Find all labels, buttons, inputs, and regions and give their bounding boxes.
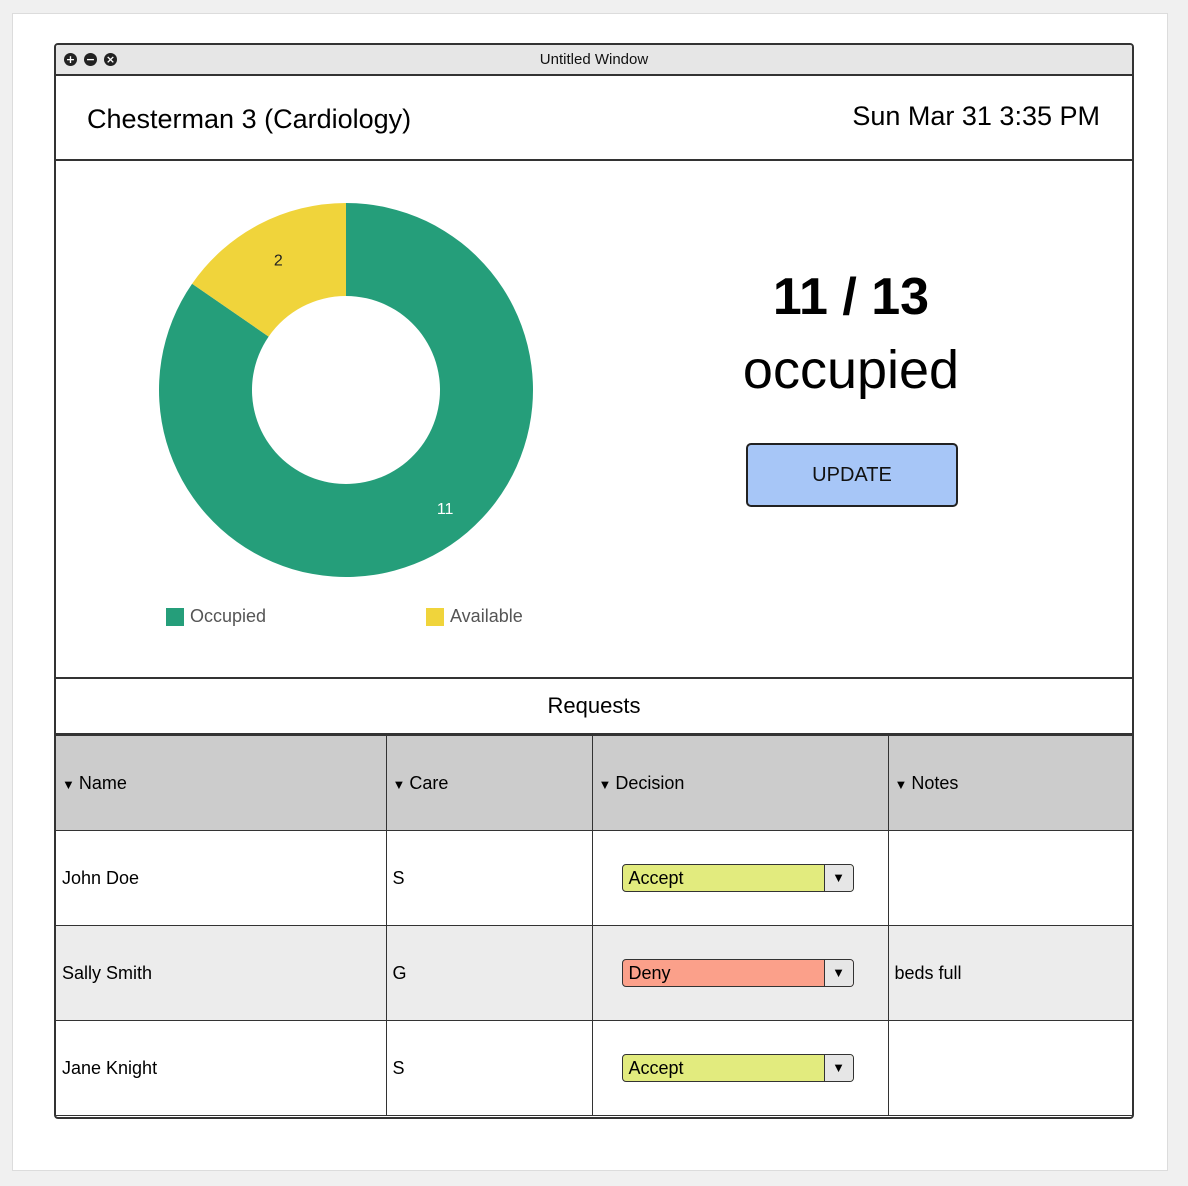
decision-value: Accept — [628, 868, 684, 888]
cell-care: S — [385, 1020, 593, 1116]
decision-value: Deny — [628, 963, 671, 983]
app-window: + − × Untitled Window Chesterman 3 (Card… — [54, 43, 1134, 1119]
close-icon[interactable]: × — [104, 53, 117, 66]
table-header-row: ▼ Name ▼ Care ▼ Decision ▼ Notes — [56, 735, 1132, 831]
column-header-name[interactable]: ▼ Name — [56, 735, 387, 831]
decision-value: Accept — [628, 1058, 684, 1078]
legend-available-label: Available — [450, 606, 523, 626]
cell-decision: Accept ▼ — [591, 830, 889, 926]
decision-select[interactable]: Deny ▼ — [621, 959, 854, 987]
occupancy-count: 11 / 13 — [772, 268, 930, 326]
cell-care: G — [385, 925, 593, 1021]
occupancy-label: occupied — [742, 340, 960, 400]
sort-caret-icon: ▼ — [894, 776, 908, 792]
sort-caret-icon: ▼ — [598, 776, 612, 792]
window-title: Untitled Window — [539, 51, 649, 68]
table-row: Sally Smith G Deny ▼ beds full — [56, 925, 1132, 1021]
decision-select[interactable]: Accept ▼ — [621, 864, 854, 892]
occupancy-section: 11 2 Occupied Available 11 / 13 occupied … — [56, 161, 1132, 677]
sort-caret-icon: ▼ — [62, 776, 75, 792]
cell-care: S — [385, 830, 593, 926]
title-bar: + − × Untitled Window — [56, 45, 1132, 76]
data-label-occupied: 11 — [437, 501, 454, 518]
requests-table: ▼ Name ▼ Care ▼ Decision ▼ Notes John Doe S … — [56, 735, 1132, 1116]
table-row: John Doe S Accept ▼ — [56, 830, 1132, 926]
table-row: Jane Knight S Accept ▼ — [56, 1020, 1132, 1116]
dropdown-arrow-icon[interactable]: ▼ — [823, 1055, 853, 1081]
slice-occupied — [159, 203, 533, 577]
dropdown-arrow-icon[interactable]: ▼ — [823, 865, 853, 891]
cell-notes[interactable] — [887, 830, 1132, 926]
occupancy-donut-chart: 11 2 — [159, 203, 533, 577]
decision-select[interactable]: Accept ▼ — [621, 1054, 854, 1082]
legend-available: Available — [426, 606, 523, 627]
legend-occupied-swatch — [166, 607, 184, 626]
cell-notes[interactable] — [887, 1020, 1132, 1116]
update-button[interactable]: UPDATE — [746, 443, 958, 507]
column-header-care[interactable]: ▼ Care — [385, 735, 593, 831]
column-header-decision[interactable]: ▼ Decision — [591, 735, 889, 831]
ward-title: Chesterman 3 (Cardiology) — [87, 104, 412, 134]
cell-name: John Doe — [56, 830, 387, 926]
current-datetime: Sun Mar 31 3:35 PM — [852, 101, 1100, 131]
cell-decision: Accept ▼ — [591, 1020, 889, 1116]
cell-decision: Deny ▼ — [591, 925, 889, 1021]
requests-title: Requests — [56, 677, 1132, 735]
legend-occupied-label: Occupied — [190, 606, 267, 626]
legend-available-swatch — [426, 607, 444, 626]
maximize-icon[interactable]: + — [64, 53, 77, 66]
slice-available — [192, 203, 346, 337]
cell-name: Sally Smith — [56, 925, 387, 1021]
minimize-icon[interactable]: − — [84, 53, 97, 66]
page-header: Chesterman 3 (Cardiology) Sun Mar 31 3:3… — [56, 76, 1132, 161]
column-header-notes[interactable]: ▼ Notes — [887, 735, 1132, 831]
data-label-available: 2 — [274, 252, 283, 269]
cell-name: Jane Knight — [56, 1020, 387, 1116]
legend-occupied: Occupied — [166, 606, 266, 627]
dropdown-arrow-icon[interactable]: ▼ — [823, 960, 853, 986]
sort-caret-icon: ▼ — [392, 776, 406, 792]
cell-notes[interactable]: beds full — [887, 925, 1132, 1021]
